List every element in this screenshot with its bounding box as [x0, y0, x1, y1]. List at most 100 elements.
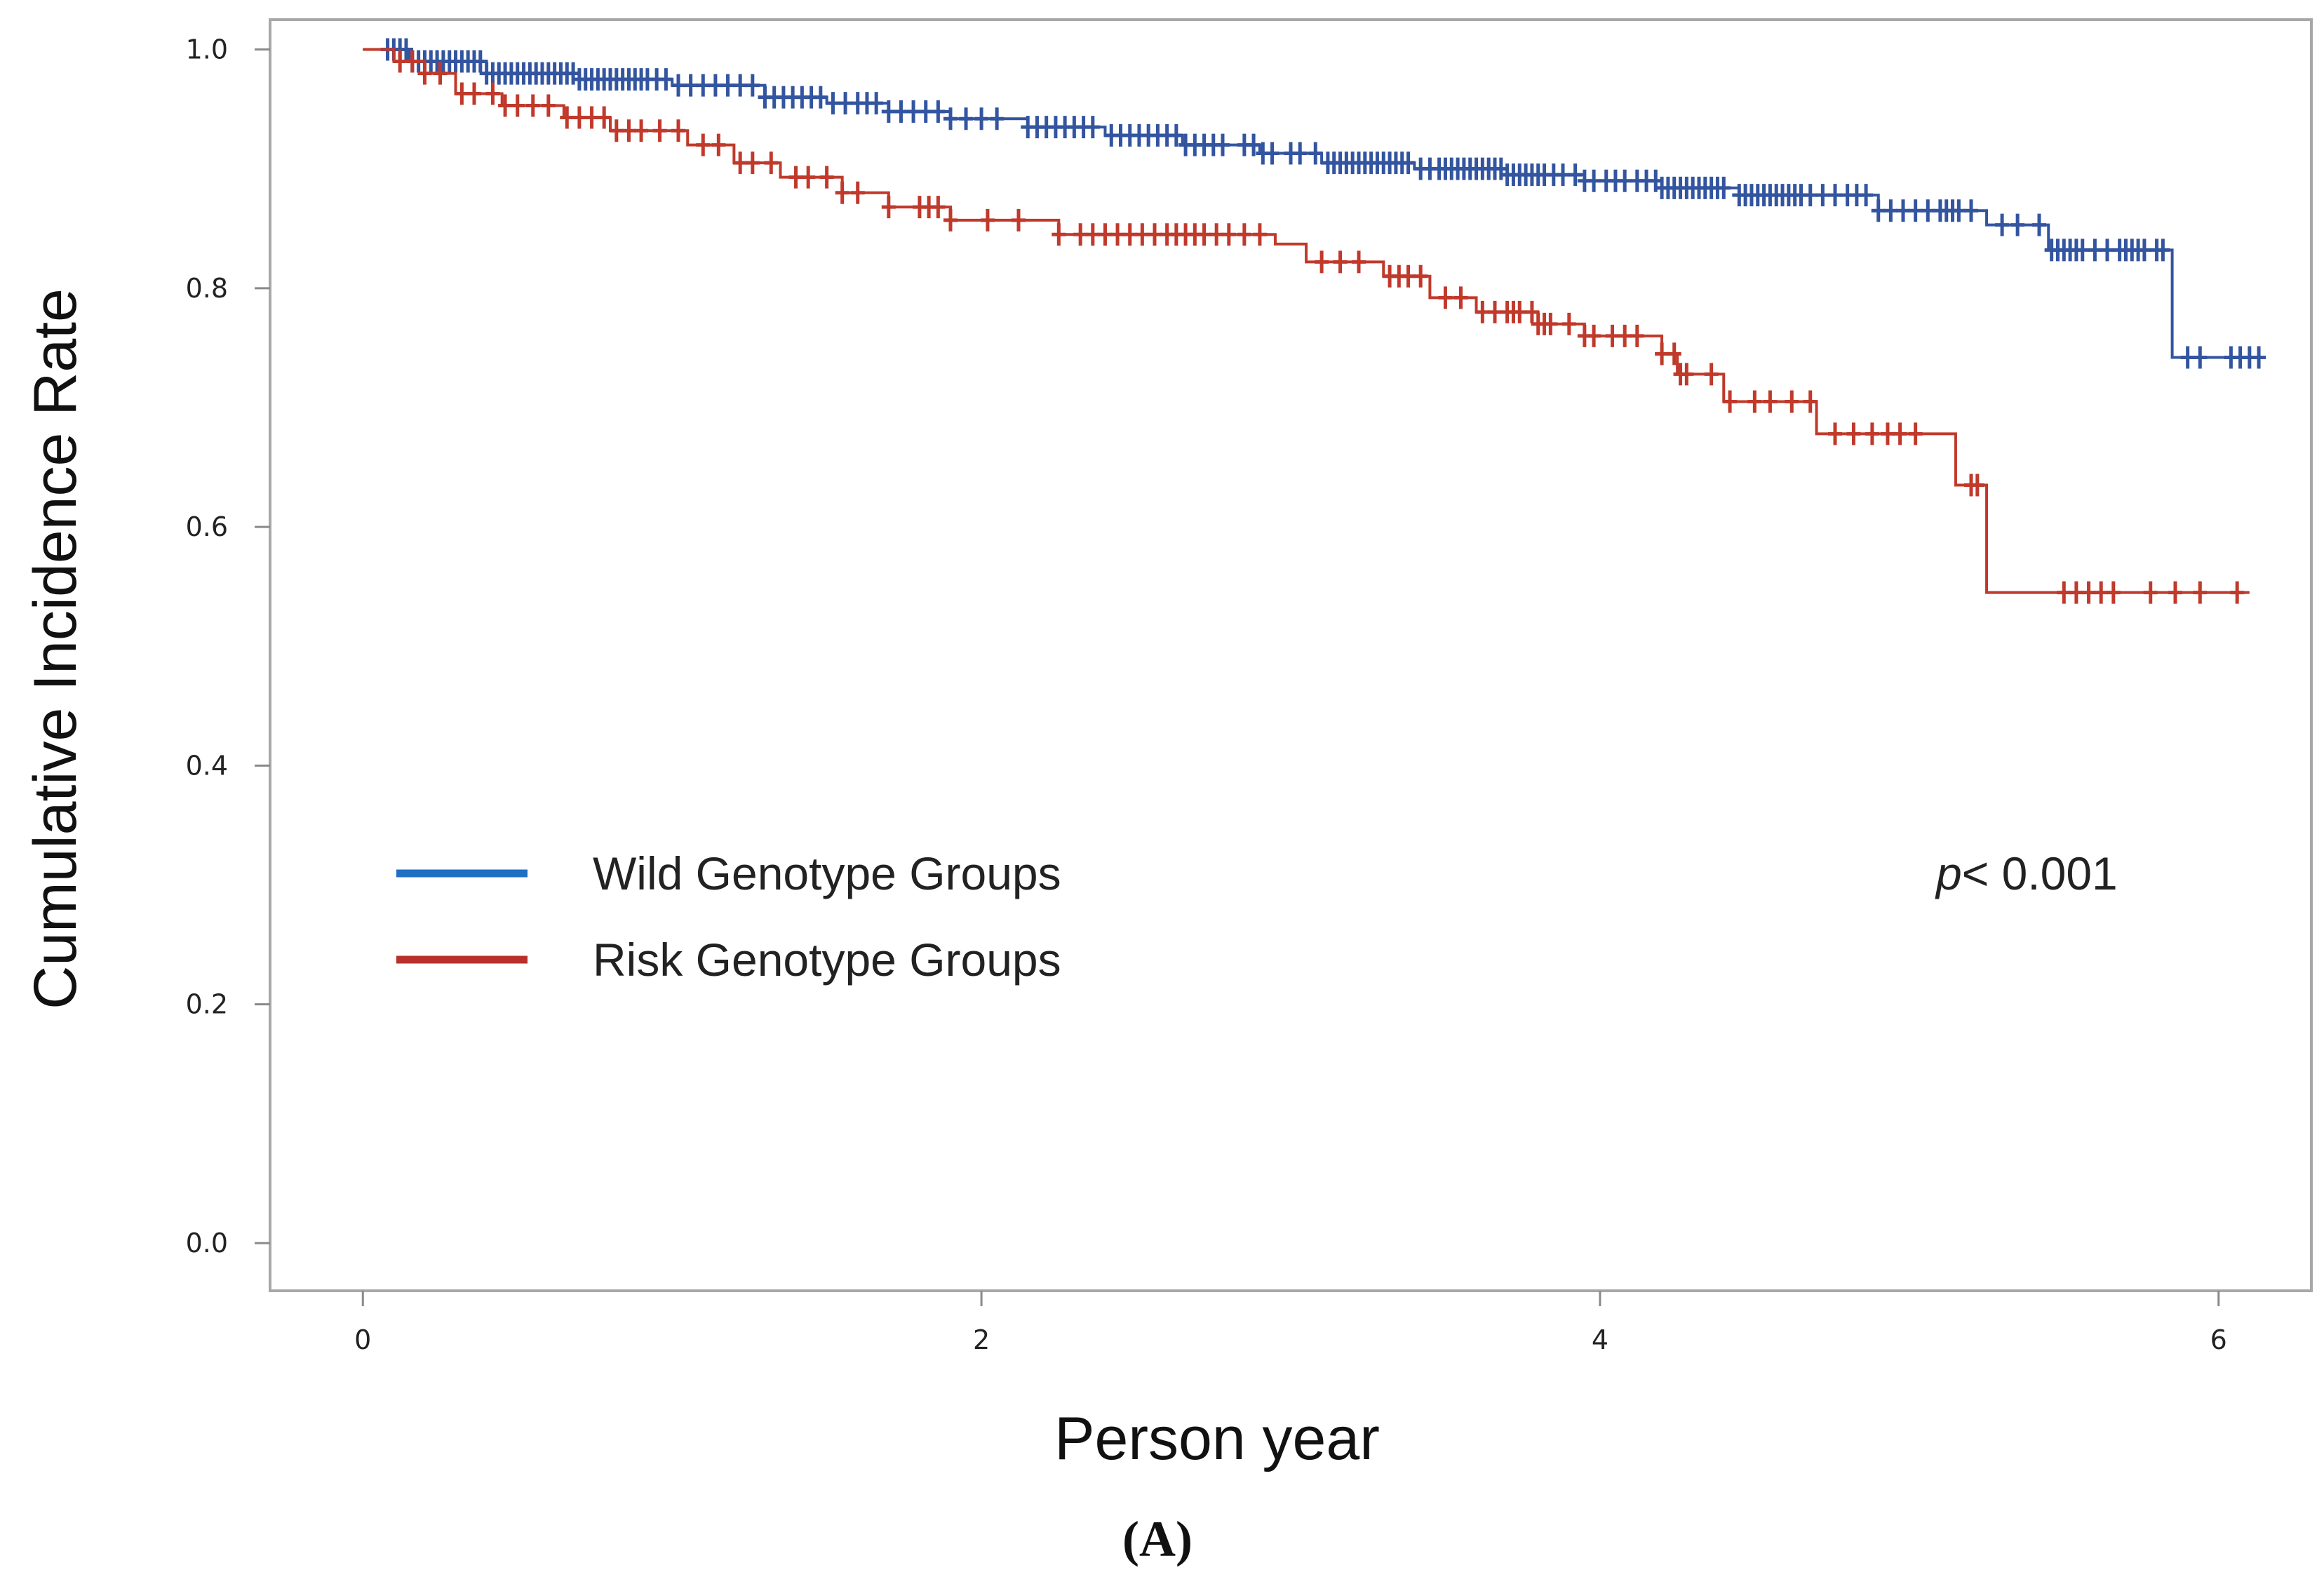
legend-label-risk: Risk Genotype Groups — [593, 934, 1061, 986]
censor-mark — [1908, 422, 1923, 445]
censor-mark — [1413, 264, 1428, 288]
censor-mark — [745, 74, 760, 97]
censor-mark — [1723, 390, 1738, 413]
censor-mark — [1893, 422, 1907, 445]
censor-mark — [659, 68, 673, 91]
censor-mark — [1921, 199, 1935, 222]
censor-mark — [433, 62, 448, 85]
censor-mark — [485, 82, 500, 105]
censor-mark — [2252, 346, 2266, 369]
censor-mark — [560, 106, 575, 129]
censor-mark — [2075, 239, 2090, 262]
censor-mark — [1952, 199, 1966, 222]
censor-mark — [1605, 324, 1620, 347]
legend-label-wild: Wild Genotype Groups — [593, 847, 1061, 899]
censor-mark — [2230, 581, 2245, 604]
censor-mark — [417, 62, 432, 85]
censor-mark — [1401, 152, 1416, 175]
censor-mark — [1883, 199, 1898, 222]
censor-mark — [881, 100, 896, 123]
censor-mark — [881, 196, 896, 219]
censor-mark — [835, 181, 849, 204]
x-tick-label: 6 — [2210, 1324, 2227, 1355]
censor-mark — [671, 74, 685, 97]
censor-mark — [1747, 390, 1762, 413]
censor-mark — [745, 152, 760, 175]
censor-mark — [1679, 363, 1694, 386]
censor-mark — [1453, 286, 1468, 309]
censor-mark — [1012, 208, 1026, 231]
censor-mark — [1352, 250, 1366, 274]
censor-mark — [711, 133, 726, 156]
censor-mark — [838, 92, 853, 115]
panel-label: (A) — [1122, 1511, 1193, 1567]
censor-mark — [584, 106, 599, 129]
censor-mark — [1964, 199, 1978, 222]
censor-mark — [1052, 223, 1066, 246]
censor-mark — [634, 119, 649, 142]
censor-mark — [2106, 581, 2121, 604]
censor-mark — [572, 106, 586, 129]
censor-mark — [1524, 300, 1539, 323]
censor-mark — [1970, 474, 1984, 497]
censor-mark — [1815, 184, 1830, 207]
censor-mark — [1618, 324, 1632, 347]
censor-mark — [1630, 324, 1644, 347]
censor-mark — [1073, 223, 1088, 246]
censor-mark — [1237, 223, 1251, 246]
censor-mark — [1308, 142, 1323, 165]
y-tick-label: 0.2 — [186, 989, 228, 1020]
censor-mark — [1667, 342, 1681, 365]
censor-mark — [1148, 223, 1162, 246]
censor-mark — [931, 100, 946, 123]
series-layer — [363, 38, 2266, 604]
censor-mark — [1543, 312, 1558, 335]
x-tick-label: 2 — [973, 1324, 990, 1355]
censor-mark — [826, 92, 840, 115]
censor-mark — [1995, 213, 2010, 236]
censor-mark — [918, 100, 933, 123]
censor-mark — [990, 107, 1005, 130]
x-tick-label: 0 — [354, 1324, 371, 1355]
censor-mark — [2193, 581, 2208, 604]
censor-mark — [1209, 223, 1224, 246]
censor-mark — [1135, 223, 1150, 246]
censor-mark — [869, 92, 884, 115]
censor-mark — [1880, 422, 1895, 445]
censor-mark — [1561, 312, 1576, 335]
y-tick-label: 0.0 — [186, 1228, 228, 1259]
censor-mark — [2180, 346, 2195, 369]
censor-mark — [1401, 264, 1416, 288]
y-axis: 0.0 0.2 0.4 0.6 0.8 1.0 — [186, 34, 270, 1259]
censor-mark — [1568, 163, 1583, 187]
censor-mark — [1655, 342, 1670, 365]
y-axis-title: Cumulative Incidence Rate — [22, 288, 89, 1009]
censor-mark — [510, 94, 525, 117]
x-axis-title: Person year — [1054, 1405, 1380, 1472]
censor-marks-wild-genotype-groups — [380, 38, 2266, 369]
censor-mark — [974, 107, 989, 130]
censor-mark — [1846, 422, 1861, 445]
censor-mark — [671, 119, 685, 142]
censor-mark — [764, 152, 779, 175]
censor-mark — [943, 208, 958, 231]
censor-mark — [1828, 184, 1842, 207]
plot-frame — [269, 18, 2313, 1292]
censor-mark — [696, 133, 711, 156]
censor-mark — [720, 74, 735, 97]
censor-mark — [498, 94, 513, 117]
censor-mark — [1488, 300, 1502, 323]
censor-mark — [399, 38, 413, 61]
censor-mark — [1512, 300, 1527, 323]
censor-mark — [1587, 169, 1601, 192]
censor-mark — [2137, 239, 2151, 262]
legend: Wild Genotype Groups Risk Genotype Group… — [396, 847, 1061, 986]
y-tick-label: 0.8 — [186, 273, 228, 304]
x-axis: 0 2 4 6 — [354, 1291, 2227, 1355]
censor-mark — [622, 119, 636, 142]
y-tick-label: 1.0 — [186, 34, 228, 65]
censor-mark — [2143, 581, 2158, 604]
censor-mark — [708, 74, 723, 97]
censor-mark — [2088, 239, 2102, 262]
censor-mark — [906, 100, 921, 123]
